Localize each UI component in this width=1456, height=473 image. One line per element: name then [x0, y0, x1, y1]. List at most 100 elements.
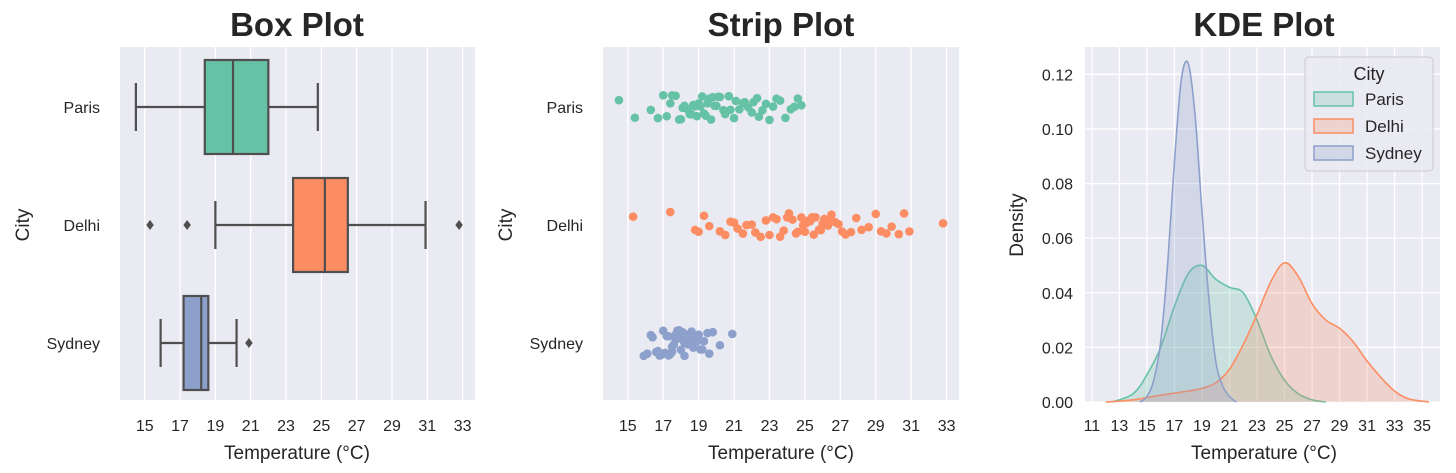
- outlier-marker: [245, 338, 253, 348]
- y-tick-label: 0.00: [1042, 395, 1073, 412]
- strip-point: [811, 213, 820, 222]
- strip-point: [905, 227, 914, 236]
- x-tick-label: 29: [1331, 418, 1349, 435]
- box-plot-panel: 15 17 19 21 23 25 27 29 31 33 Paris Delhi Sydney Bo…: [13, 6, 475, 464]
- x-tick-label: 33: [1386, 418, 1404, 435]
- strip-plot-y-ticks: Paris Delhi Sydney: [530, 100, 583, 353]
- box-plot-x-label: Temperature (°C): [224, 443, 370, 464]
- box-plot-marks: [134, 58, 463, 392]
- strip-point: [666, 207, 675, 217]
- kde-line-sydney: [1139, 60, 1237, 403]
- strip-point: [738, 229, 748, 238]
- y-tick-label: 0.12: [1042, 67, 1073, 84]
- y-tick-label: Delhi: [64, 218, 100, 235]
- strip-point: [646, 105, 656, 115]
- strip-point: [708, 327, 718, 337]
- strip-point: [696, 102, 705, 111]
- strip-point: [704, 221, 714, 231]
- box-delhi: [291, 176, 349, 274]
- kde-area-delhi: [1105, 262, 1429, 402]
- strip-point: [747, 108, 757, 117]
- x-tick-label: 25: [796, 418, 814, 435]
- strip-plot-background: [603, 47, 959, 400]
- y-tick-label: 0.02: [1042, 340, 1073, 357]
- x-tick-label: 17: [171, 418, 189, 435]
- strip-point: [882, 229, 891, 238]
- x-tick-label: 35: [1413, 418, 1431, 435]
- strip-point: [788, 215, 797, 224]
- strip-point: [680, 351, 689, 361]
- x-tick-label: 25: [312, 418, 330, 435]
- strip-point: [800, 227, 810, 236]
- kde-plot-y-ticks: 0.00 0.02 0.04 0.06 0.08 0.10 0.12: [1042, 67, 1073, 412]
- x-tick-label: 19: [690, 418, 708, 435]
- legend-label-paris: Paris: [1365, 90, 1404, 109]
- y-tick-label: Sydney: [530, 336, 583, 353]
- box-plot-y-ticks: Paris Delhi Sydney: [47, 100, 100, 353]
- strip-point: [761, 216, 771, 225]
- x-tick-label: 19: [206, 418, 224, 435]
- strip-point: [664, 331, 673, 341]
- strip-point: [699, 336, 709, 346]
- strip-point: [614, 95, 624, 105]
- strip-point: [864, 222, 873, 232]
- strip-point: [765, 230, 774, 240]
- strip-point: [694, 227, 703, 237]
- x-tick-label: 27: [831, 418, 849, 435]
- legend-swatch-delhi: [1313, 118, 1354, 134]
- x-tick-label: 21: [725, 418, 743, 435]
- strip-point: [692, 111, 702, 121]
- x-tick-label: 17: [654, 418, 672, 435]
- strip-point: [662, 111, 672, 121]
- legend-frame: [1304, 56, 1434, 172]
- x-tick-label: 15: [136, 418, 154, 435]
- strip-point: [704, 349, 714, 359]
- legend-label-sydney: Sydney: [1365, 144, 1422, 163]
- strip-point: [731, 96, 741, 106]
- x-tick-label: 11: [1084, 418, 1101, 435]
- x-tick-label: 31: [902, 418, 920, 435]
- kde-area-paris: [1112, 265, 1326, 402]
- kde-line-paris: [1112, 264, 1326, 403]
- strip-point: [653, 113, 663, 123]
- strip-plot-y-label: City: [496, 208, 517, 241]
- strip-point: [715, 340, 725, 350]
- strip-point: [768, 102, 778, 111]
- kde-plot-panel: 11 13 15 17 19 21 23 25 27 29 31 33 35 0.000.020.040…: [1007, 6, 1440, 464]
- x-tick-label: 21: [1221, 418, 1239, 435]
- x-tick-label: 29: [867, 418, 885, 435]
- strip-plot-title: Strip Plot: [708, 6, 855, 43]
- legend-label-delhi: Delhi: [1365, 117, 1404, 136]
- strip-point: [726, 105, 735, 115]
- strip-point: [784, 209, 794, 218]
- box-sydney: [182, 294, 210, 392]
- box-plot-title: Box Plot: [230, 6, 364, 43]
- box-plot-y-label: City: [13, 208, 34, 241]
- outlier-marker: [146, 220, 154, 230]
- x-tick-label: 23: [761, 418, 779, 435]
- strip-point: [846, 227, 856, 237]
- x-tick-label: 31: [418, 418, 436, 435]
- kde-plot-x-label: Temperature (°C): [1191, 443, 1337, 464]
- x-tick-label: 19: [1193, 418, 1211, 435]
- strip-point: [694, 330, 703, 339]
- strip-point: [697, 345, 707, 354]
- x-tick-label: 17: [1166, 418, 1184, 435]
- strip-point: [676, 114, 686, 124]
- strip-point: [857, 225, 866, 235]
- strip-point: [754, 112, 764, 122]
- x-tick-label: 21: [242, 418, 260, 435]
- strip-point: [789, 102, 799, 112]
- kde-area-sydney: [1140, 61, 1237, 403]
- strip-plot-marks: [614, 90, 948, 361]
- x-tick-label: 31: [1358, 418, 1376, 435]
- kde-line-delhi: [1105, 261, 1430, 403]
- strip-point: [706, 115, 716, 124]
- kde-plot-legend: City Paris Delhi Sydney: [1304, 56, 1434, 172]
- strip-point: [727, 329, 737, 339]
- strip-point: [747, 220, 757, 229]
- strip-point: [658, 90, 668, 100]
- strip-plot-x-ticks: 15 17 19 21 23 25 27 29 31 33: [619, 418, 956, 435]
- strip-point: [666, 99, 675, 108]
- strip-point: [752, 93, 762, 103]
